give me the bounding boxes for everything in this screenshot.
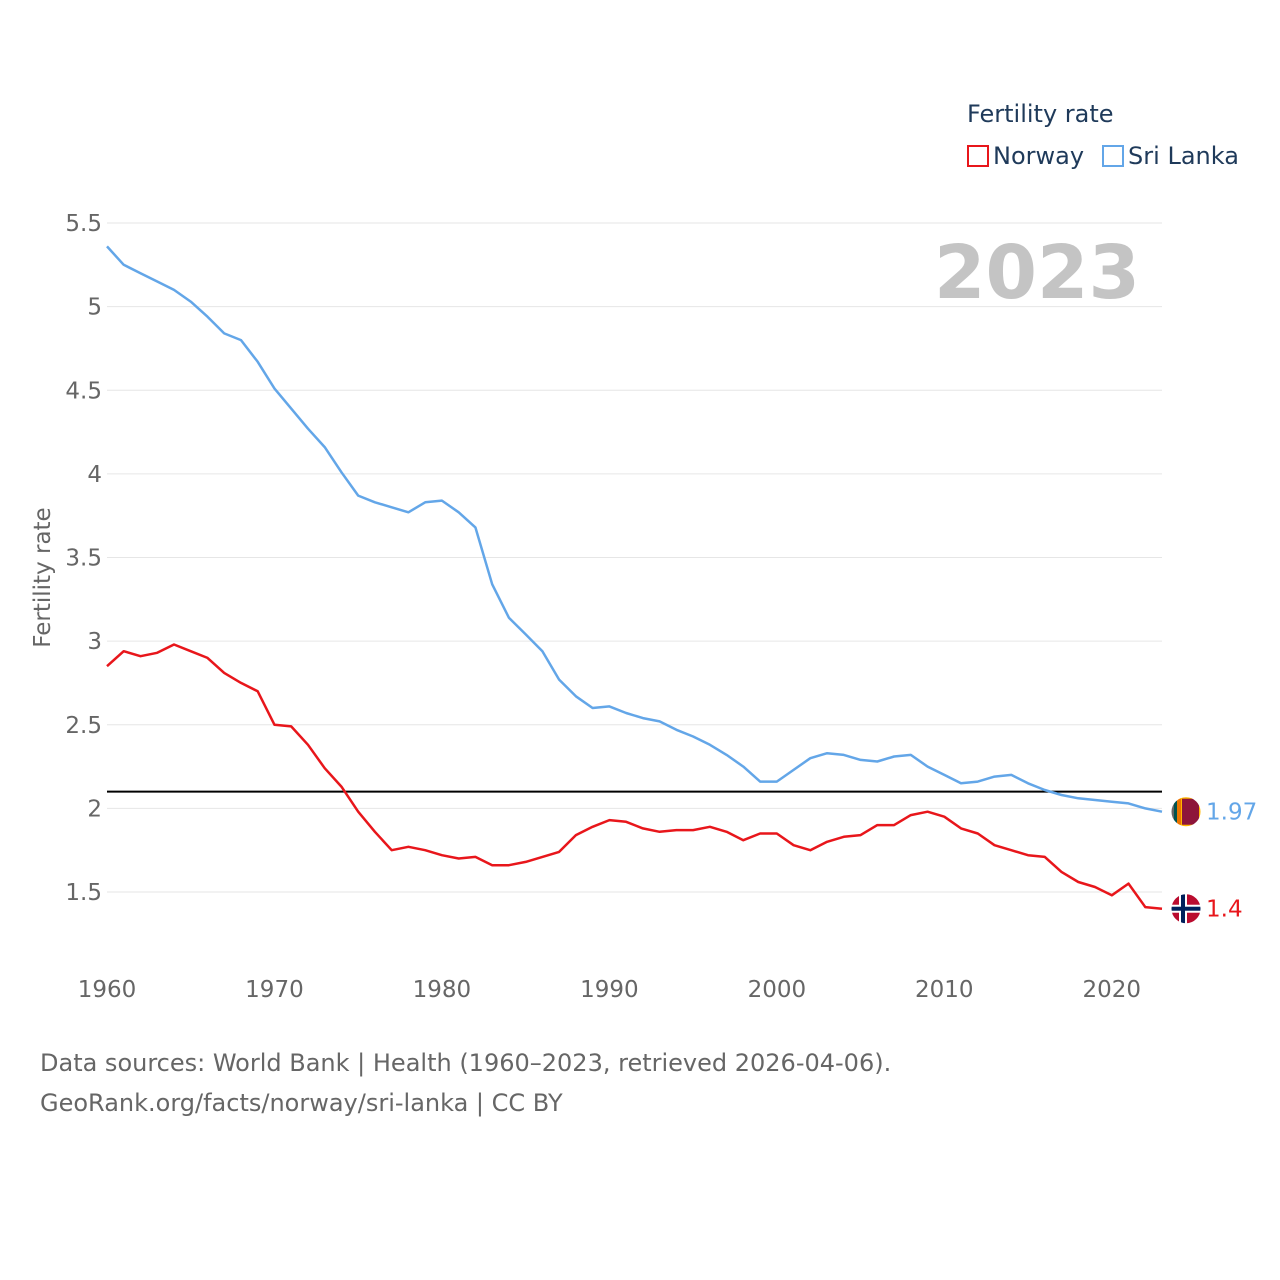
y-tick-label: 4: [87, 462, 102, 488]
end-label-sri-lanka: 1.97: [1206, 800, 1257, 826]
y-tick-label: 4.5: [65, 378, 102, 404]
y-axis-label: Fertility rate: [30, 507, 56, 647]
norway-flag-icon: [1170, 893, 1202, 925]
y-tick-label: 2.5: [65, 713, 102, 739]
legend-item-sri-lanka[interactable]: Sri Lanka: [1102, 142, 1239, 170]
legend-label-norway: Norway: [993, 142, 1085, 170]
year-label: 2023: [934, 230, 1140, 316]
y-tick-label: 1.5: [65, 880, 102, 906]
legend-swatch-sri-lanka: [1102, 145, 1125, 167]
legend-item-norway[interactable]: Norway: [967, 142, 1084, 170]
x-tick-label: 1980: [413, 977, 472, 1003]
y-tick-label: 3.5: [65, 546, 102, 572]
x-tick-label: 1990: [580, 977, 639, 1003]
x-tick-label: 1960: [78, 977, 137, 1003]
legend-label-sri-lanka: Sri Lanka: [1128, 142, 1239, 170]
y-tick-label: 3: [87, 629, 102, 655]
sri-lanka-flag-icon: [1170, 796, 1202, 828]
x-tick-label: 2010: [915, 977, 974, 1003]
legend-title: Fertility rate: [967, 100, 1114, 128]
y-tick-label: 5.5: [65, 211, 102, 237]
series-line-norway[interactable]: [106, 643, 1163, 910]
end-label-norway: 1.4: [1206, 897, 1243, 923]
legend: Norway Sri Lanka: [967, 142, 1239, 170]
source-link[interactable]: GeoRank.org/facts/norway/sri-lanka | CC …: [40, 1089, 563, 1117]
x-tick-label: 2000: [748, 977, 807, 1003]
x-tick-label: 1970: [245, 977, 304, 1003]
y-tick-label: 5: [87, 295, 102, 321]
y-tick-label: 2: [87, 796, 102, 822]
legend-swatch-norway: [967, 145, 989, 167]
data-sources-text: Data sources: World Bank | Health (1960–…: [40, 1049, 892, 1077]
series-line-sri-lanka[interactable]: [106, 245, 1163, 813]
footer: Data sources: World Bank | Health (1960–…: [40, 1043, 891, 1123]
x-tick-label: 2020: [1082, 977, 1141, 1003]
